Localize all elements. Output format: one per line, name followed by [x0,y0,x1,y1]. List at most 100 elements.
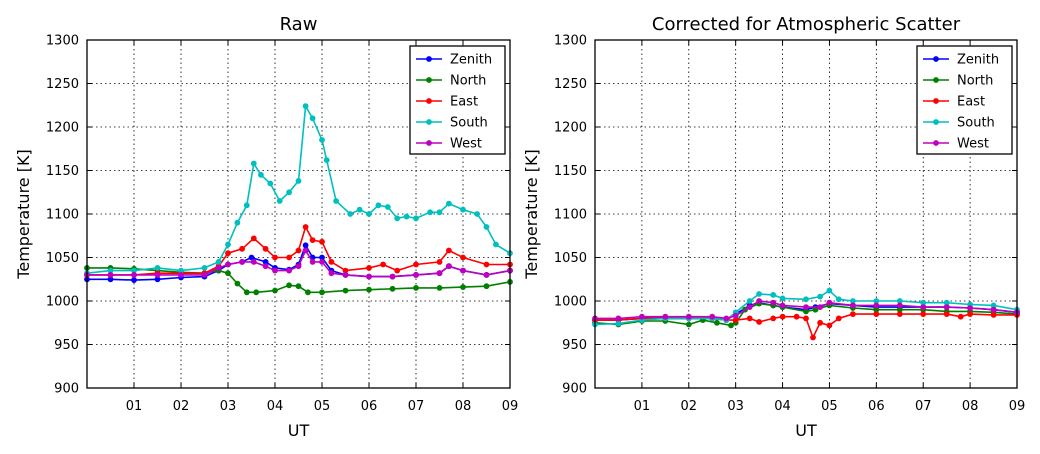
x-tick-label: 05 [821,399,838,414]
data-point [850,298,856,304]
x-tick-label: 02 [173,399,190,414]
x-tick-label: 07 [408,399,425,414]
data-point [810,334,816,341]
data-point [248,254,255,261]
data-point [427,209,433,216]
data-point [319,238,325,245]
data-point [460,206,466,213]
data-point [295,178,302,184]
data-point [460,267,466,274]
data-point [342,272,349,278]
data-point [446,200,452,207]
legend: Zenith North East South West [916,45,1013,155]
data-point [356,206,363,213]
data-point [826,299,833,306]
data-point [920,311,927,317]
data-point [234,280,241,287]
data-point [403,213,410,220]
data-point [328,259,335,265]
legend-marker [933,140,939,146]
data-point [732,317,739,323]
data-point [920,299,927,306]
data-point [413,215,419,222]
data-point [250,160,257,167]
data-point [896,306,903,313]
data-point [413,261,419,268]
x-tick-label: 06 [361,399,378,414]
data-point [850,302,856,309]
data-point [286,254,292,261]
ticks: 01 02 03 04 05 06 07 08 09 900 950 1000 1050 1100 1150… [554,34,1025,415]
data-point [639,313,645,320]
data-point [615,315,622,322]
data-point [728,322,734,329]
data-point [615,320,622,327]
data-point [746,304,753,310]
data-point [474,211,480,217]
data-point [835,296,842,303]
legend-item-west: West [923,137,989,152]
data-point [685,313,692,320]
data-point [225,270,231,277]
data-point [302,247,309,254]
legend-label: South [450,116,488,131]
legend-label: Zenith [957,53,999,68]
legend-label: West [957,137,989,152]
data-point [272,267,278,274]
data-point [803,304,809,310]
data-point [873,306,880,313]
data-point [770,315,777,322]
x-axis-label: UT [795,421,817,440]
legend-item-zenith: Zenith [416,53,492,68]
legend-marker [933,98,939,104]
data-point [873,298,880,304]
data-point [483,224,490,230]
data-point [826,322,833,329]
data-point [413,272,419,278]
x-tick-label: 05 [314,399,331,414]
chart-title: Raw [280,14,318,35]
data-point [380,261,386,268]
data-point [756,298,762,304]
x-tick-label: 03 [220,399,237,414]
raw-panel: 01 02 03 04 05 06 07 08 09 900 950 1000 1050 1100 1150… [14,14,518,440]
data-point [817,293,823,300]
legend-marker [426,98,432,104]
data-point [389,273,396,280]
data-point [267,180,274,187]
data-point [746,315,753,322]
data-point [239,259,246,265]
data-point [262,263,269,270]
legend-label: East [450,95,478,110]
data-point [258,171,264,178]
data-point [107,272,114,278]
y-tick-label: 1250 [46,77,79,92]
data-point [323,157,330,164]
legend-label: Zenith [450,53,492,68]
data-point [201,272,208,278]
x-tick-label: 09 [1009,399,1026,414]
data-point [342,287,349,294]
data-point [131,272,137,278]
data-point [272,254,278,261]
data-point [826,287,833,294]
series-west [592,298,1020,322]
data-point [262,245,269,252]
legend-label: North [450,74,486,89]
data-point [333,198,339,204]
series-south [84,103,513,277]
data-point [835,315,842,322]
y-tick-label: 950 [562,338,587,353]
x-tick-label: 08 [962,399,979,414]
legend: Zenith North East South West [409,45,506,155]
y-tick-label: 1200 [46,121,79,136]
data-point [319,254,325,261]
data-point [483,261,490,268]
data-point [812,306,819,313]
legend-label: West [450,137,482,152]
data-point [328,270,335,277]
corrected-panel: 01 02 03 04 05 06 07 08 09 900 950 1000 1050 1100 1150… [522,14,1025,440]
x-axis-label: UT [288,421,310,440]
y-tick-label: 1250 [554,77,587,92]
